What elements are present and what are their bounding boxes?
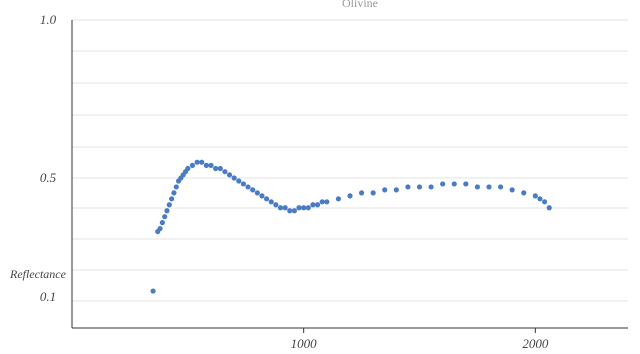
data-point [474,184,481,190]
data-point [231,175,237,181]
x-tick-labels: 1000 2000 [291,336,549,351]
data-point [440,181,446,187]
data-point [521,190,527,196]
data-point [169,196,175,202]
data-point [199,159,205,165]
data-point [150,288,156,294]
data-point [194,159,200,165]
data-point [213,165,219,172]
data-point [310,202,316,208]
axes [71,20,628,333]
data-point [171,190,177,196]
y-axis-label: Reflectance [9,267,67,281]
data-point [250,187,256,193]
data-point [254,190,260,196]
x-tick-label: 2000 [522,336,549,351]
data-point [532,193,538,199]
data-point [185,165,191,172]
data-point [245,184,251,190]
data-point [240,181,247,187]
data-point [159,220,165,226]
y-tick-label: 1.0 [40,12,57,27]
data-point [393,187,399,193]
data-point [273,202,279,208]
data-point [370,190,376,196]
y-tick-label: 0.1 [40,289,56,304]
data-point [208,162,214,168]
chart-title: Olivine [342,0,378,10]
data-point [314,202,321,208]
data-point [236,178,242,184]
data-points [150,159,552,294]
data-point [287,208,293,214]
data-point [382,187,388,193]
data-point [486,184,492,190]
data-point [222,169,228,175]
data-point [537,196,543,202]
data-point [173,184,179,190]
data-point [264,196,270,202]
data-point [162,214,168,220]
data-point [509,187,515,193]
data-point [282,205,288,211]
data-point [347,193,353,199]
data-point [416,184,423,190]
y-tick-labels: 1.0 0.5 0.1 [40,12,57,304]
data-point [451,181,457,187]
data-point [301,205,307,211]
data-point [335,196,342,202]
data-point [296,205,302,211]
data-point [259,193,265,199]
data-point [217,165,223,172]
x-tick-label: 1000 [291,336,318,351]
data-point [291,208,297,214]
data-point [157,225,163,232]
data-point [319,199,325,205]
data-point [324,199,330,205]
data-point [405,184,411,190]
data-point [497,184,504,190]
y-tick-label: 0.5 [40,170,57,185]
data-point [277,205,284,211]
data-point [542,199,548,205]
data-point [305,205,311,211]
data-point [189,162,196,168]
data-point [166,202,172,208]
data-point [203,162,209,168]
data-point [463,181,469,187]
data-point [428,184,434,190]
data-point [268,199,274,205]
data-point [546,205,552,211]
data-point [226,172,233,178]
data-point [358,190,365,196]
gridlines [72,19,628,302]
data-point [164,208,170,214]
